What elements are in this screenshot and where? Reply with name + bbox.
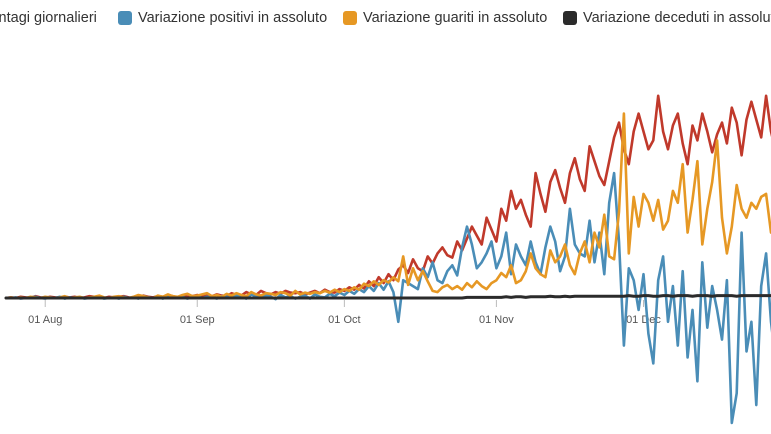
series-line-1 — [4, 94, 771, 300]
legend-label: Variazione positivi in assoluto — [138, 10, 328, 26]
series-line-3 — [4, 112, 771, 300]
series-line-4 — [4, 294, 771, 300]
legend-label: Variazione deceduti in assoluto — [583, 10, 771, 26]
legend-label: Contagi giornalieri — [0, 10, 97, 26]
x-tick-label: 01 Nov — [479, 314, 514, 326]
x-tick-label: 01 Dec — [626, 314, 661, 326]
x-tick-label: 01 Sep — [180, 314, 215, 326]
legend-item-2[interactable]: Variazione positivi in assoluto — [118, 9, 327, 27]
legend-swatch — [563, 11, 577, 25]
legend-swatch — [118, 11, 132, 25]
legend-item-1[interactable]: Contagi giornalieri — [0, 9, 97, 27]
x-tick-label: 01 Oct — [328, 314, 360, 326]
legend-swatch — [343, 11, 357, 25]
series-lines — [4, 94, 771, 425]
legend-item-4[interactable]: Variazione deceduti in assoluto — [563, 9, 771, 27]
chart-legend: Contagi giornalieri Variazione positivi i… — [0, 0, 771, 36]
x-tick-label: 01 Aug — [28, 314, 62, 326]
legend-item-3[interactable]: Variazione guariti in assoluto — [343, 9, 547, 27]
legend-label: Variazione guariti in assoluto — [363, 10, 548, 26]
